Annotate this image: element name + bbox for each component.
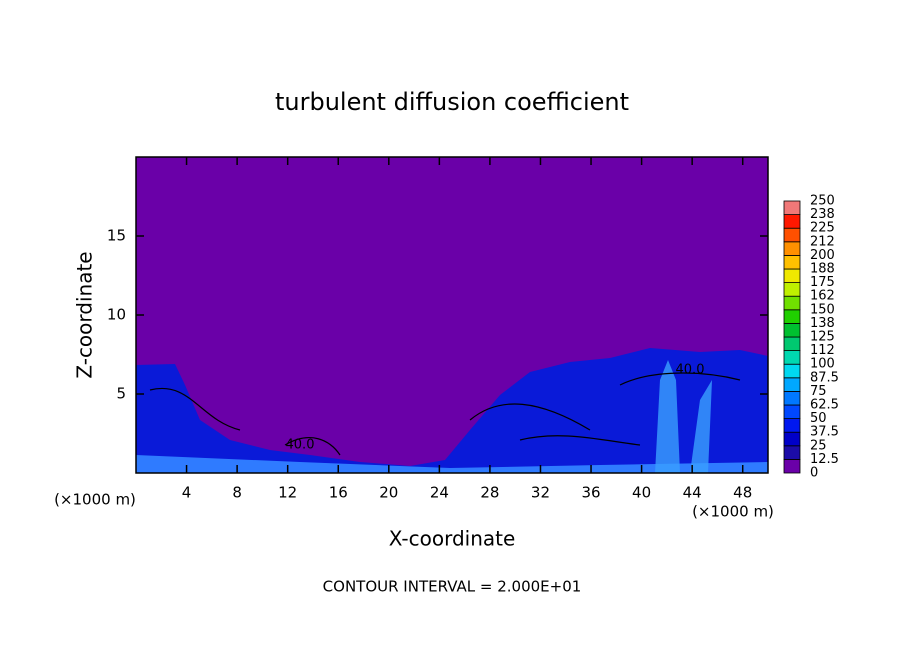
colorbar-label: 225 [810,221,835,236]
contour-line [149,372,741,456]
colorbar-box [783,404,801,420]
x-tick-label: 8 [232,484,242,502]
x-tick-label: 32 [531,484,550,502]
colorbar-label: 100 [810,357,835,372]
x-tick-label: 20 [379,484,398,502]
x-tick-label: 36 [581,484,600,502]
x-tick-label: 16 [329,484,348,502]
colorbar-label: 87.5 [810,370,839,385]
x-tick-label: 44 [683,484,702,502]
footnote: CONTOUR INTERVAL = 2.000E+01 [323,578,582,596]
contour-label: 40.0 [286,438,315,453]
colorbar-box [783,254,801,270]
colorbar-label: 37.5 [810,425,839,440]
colorbar-label: 125 [810,330,835,345]
field-region [136,455,768,473]
colorbar-label: 50 [810,411,827,426]
chart-title: turbulent diffusion coefficient [275,88,629,116]
colorbar-label: 62.5 [810,398,839,413]
colorbar-box [783,268,801,284]
colorbar-box [783,227,801,243]
field-region [136,348,768,473]
x-tick-label: 4 [182,484,192,502]
x-tick-label: 12 [278,484,297,502]
colorbar-box [783,390,801,406]
y-tick-label: 10 [107,306,126,324]
colorbar-box [783,295,801,311]
colorbar-box [783,282,801,297]
contour-label: 40.0 [676,363,705,378]
x-tick-label: 24 [430,484,449,502]
colorbar-label: 162 [810,289,835,304]
colorbar-label: 188 [810,262,835,277]
colorbar-box [783,241,801,256]
y-axis-label: Z-coordinate [73,251,97,378]
colorbar-label: 150 [810,302,835,317]
x-unit: (×1000 m) [692,503,774,521]
field-region [655,360,712,473]
colorbar-label: 112 [810,343,835,358]
colorbar-box [783,350,801,365]
x-axis-label: X-coordinate [389,527,516,551]
colorbar-box [783,458,801,474]
colorbar-box [783,363,801,379]
y-unit: (×1000 m) [54,491,136,509]
colorbar-box [783,322,801,338]
colorbar-label: 75 [810,384,827,399]
colorbar-label: 238 [810,207,835,222]
y-tick-label: 15 [107,227,126,245]
colorbar-box [783,309,801,324]
colorbar-label: 175 [810,275,835,290]
x-tick-label: 40 [632,484,651,502]
colorbar-box [783,431,801,447]
colorbar-box [783,377,801,392]
colorbar-label: 250 [810,194,835,209]
colorbar-label: 0 [810,466,818,481]
x-tick-label: 28 [480,484,499,502]
colorbar-label: 25 [810,438,827,453]
colorbar-box [783,418,801,433]
colorbar-label: 212 [810,234,835,249]
colorbar-label: 12.5 [810,452,839,467]
colorbar-label: 200 [810,248,835,263]
colorbar-box [783,445,801,460]
colorbar-box [783,200,801,216]
x-tick-label: 48 [733,484,752,502]
colorbar-box [783,214,801,229]
y-tick-label: 5 [116,385,126,403]
colorbar-label: 138 [810,316,835,331]
colorbar-box [783,336,801,352]
